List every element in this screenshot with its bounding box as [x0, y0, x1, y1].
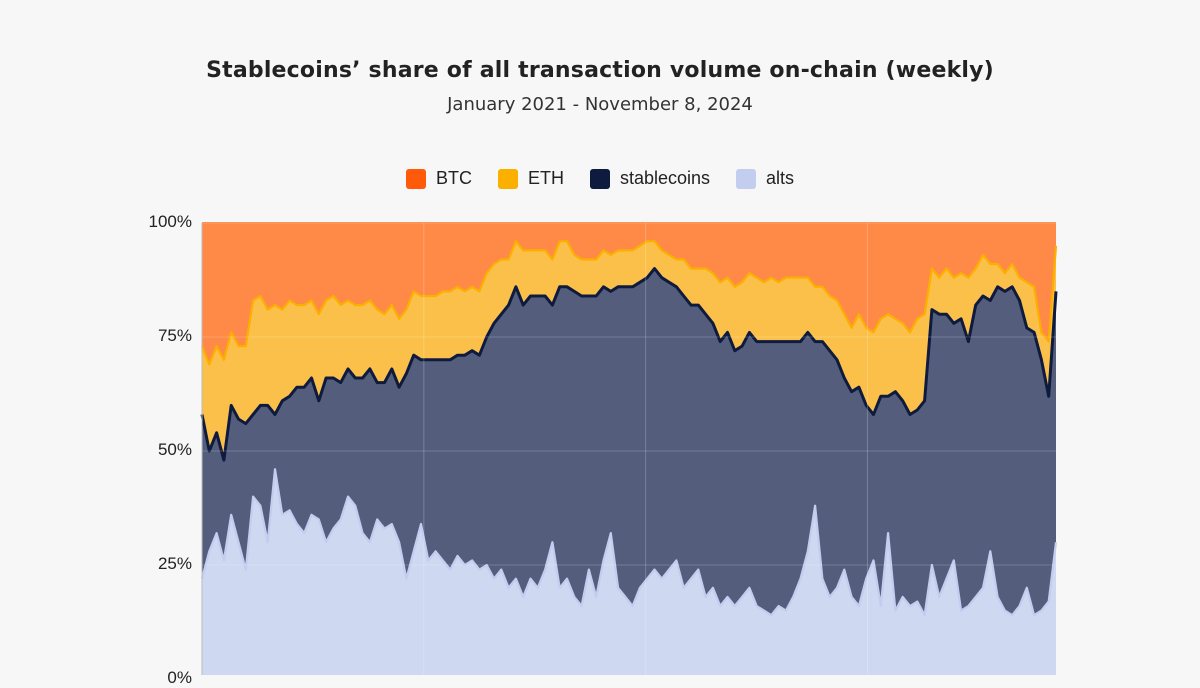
legend-item-stablecoins[interactable]: stablecoins: [589, 168, 711, 189]
y-tick-label: 75%: [157, 326, 192, 345]
legend-item-eth[interactable]: ETH: [497, 168, 564, 189]
y-tick-label: 50%: [157, 440, 192, 459]
y-tick-label: 25%: [157, 554, 192, 573]
area-stablecoins: [202, 268, 1056, 616]
legend-label-eth: ETH: [527, 168, 564, 188]
legend-label-stablecoins: stablecoins: [619, 168, 711, 188]
area-alts: [202, 469, 1056, 675]
legend-swatch-alts: [736, 168, 757, 189]
legend-swatch-stablecoins: [589, 168, 610, 189]
line-alts: [200, 468, 1058, 617]
legend-swatch-btc: [405, 168, 426, 189]
legend-item-btc[interactable]: BTC: [405, 168, 472, 189]
plot-area: [200, 222, 1058, 675]
legend-label-btc: BTC: [435, 168, 472, 188]
line-eth: [200, 240, 1058, 366]
chart-subtitle: January 2021 - November 8, 2024: [447, 94, 753, 115]
area-btc: [202, 223, 1056, 365]
chart-title: Stablecoins’ share of all transaction vo…: [206, 58, 994, 83]
legend-swatch-eth: [497, 168, 518, 189]
legend-label-alts: alts: [766, 168, 795, 188]
legend-item-alts[interactable]: alts: [736, 168, 794, 189]
legend: BTC ETH stablecoins alts: [0, 168, 1200, 189]
gridlines: [201, 222, 1056, 675]
line-stablecoins: [200, 267, 1058, 462]
area-eth: [202, 241, 1056, 461]
y-tick-label: 100%: [148, 212, 192, 231]
